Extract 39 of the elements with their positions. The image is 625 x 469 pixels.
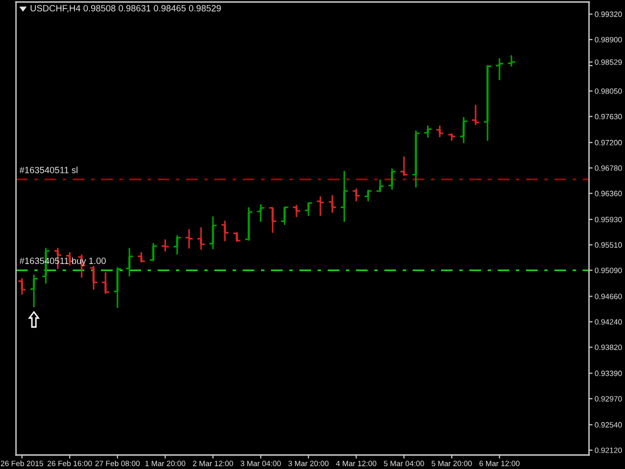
candlestick [483, 64, 492, 141]
candlestick [172, 235, 182, 255]
candlestick [256, 204, 266, 222]
candlestick [495, 58, 504, 80]
candlestick [376, 179, 384, 192]
candlestick [292, 204, 301, 218]
candlestick [328, 195, 337, 213]
candlestick [280, 206, 289, 226]
candlestick [435, 125, 444, 138]
candlestick [412, 130, 420, 188]
candlestick [184, 228, 194, 249]
candlestick [304, 202, 313, 216]
candlestick [388, 168, 396, 190]
candlestick [18, 278, 26, 295]
candlestick [268, 207, 277, 233]
candlestick [30, 274, 38, 308]
candlestick [364, 190, 373, 202]
candlestick [244, 207, 254, 241]
candlestick [89, 266, 98, 290]
candlestick [101, 272, 110, 294]
candlestick [507, 55, 516, 67]
candlestick [316, 196, 325, 216]
candlestick [220, 220, 230, 242]
candlestick [208, 216, 218, 250]
chart-title: USDCHF,H4 0.98508 0.98631 0.98465 0.98529 [30, 5, 221, 12]
candlestick [447, 133, 456, 141]
candlestick [160, 239, 170, 252]
candlestick [340, 170, 349, 222]
candlestick [113, 267, 122, 308]
ref-line-label: #163540511 sl [19, 166, 78, 174]
candlestick [148, 242, 158, 262]
candlestick [471, 104, 480, 126]
candlestick [352, 188, 361, 202]
candlestick [125, 248, 134, 277]
candlestick [232, 232, 242, 242]
candlestick [196, 227, 206, 250]
candlestick [459, 116, 468, 144]
candlestick [400, 156, 408, 176]
candlestick [424, 125, 432, 138]
